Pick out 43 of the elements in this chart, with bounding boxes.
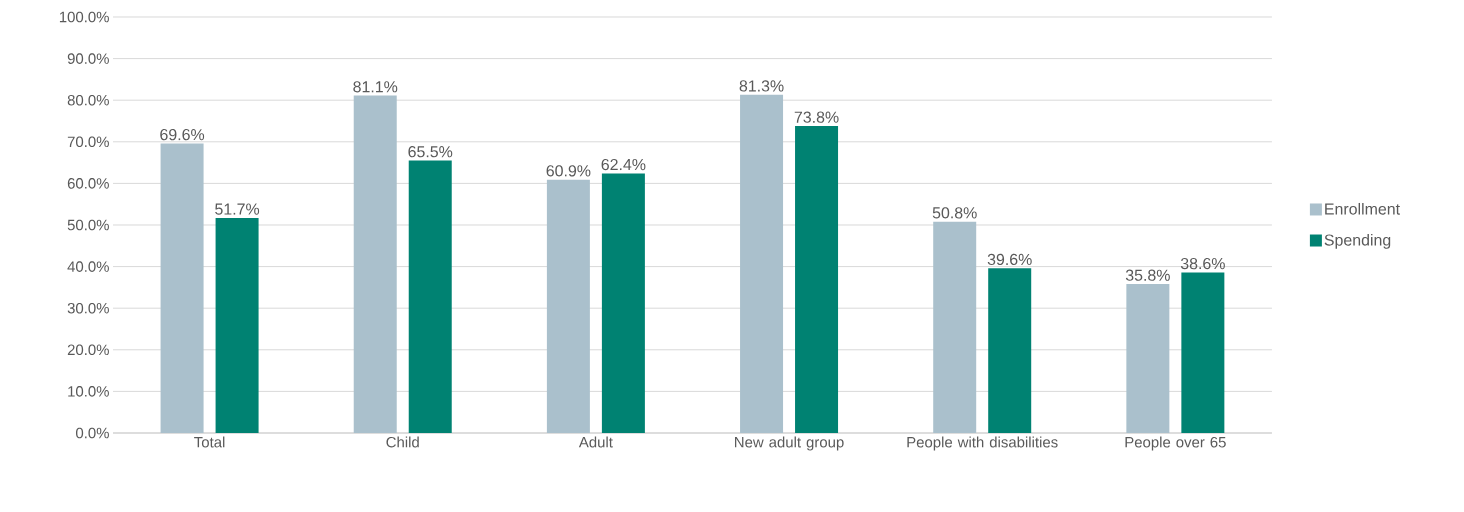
data-label: 65.5%	[408, 146, 453, 158]
x-tick-label: People with disabilities	[907, 436, 1058, 451]
data-label: 62.4%	[601, 158, 646, 171]
legend-label: Spending	[1324, 233, 1391, 249]
y-tick-label: 80.0%	[67, 94, 109, 106]
data-label: 81.1%	[353, 81, 398, 93]
data-label: 60.9%	[546, 165, 591, 177]
bar	[408, 160, 452, 433]
bar	[1126, 284, 1170, 433]
x-tick-label: People over 65	[1125, 436, 1226, 451]
bar	[740, 94, 784, 433]
bar	[933, 221, 977, 433]
x-tick-label: Adult	[578, 436, 613, 448]
data-label: 73.8%	[794, 111, 839, 123]
bar	[215, 217, 259, 433]
y-tick-label: 70.0%	[67, 136, 109, 148]
x-tick-label: Child	[386, 436, 419, 448]
y-tick-label: 40.0%	[67, 261, 109, 272]
bar	[353, 95, 397, 433]
bar	[601, 173, 645, 433]
data-label: 51.7%	[215, 203, 260, 215]
data-label: 39.6%	[987, 253, 1032, 266]
data-label: 50.8%	[932, 207, 977, 219]
y-tick-label: 10.0%	[68, 386, 109, 397]
bar	[546, 179, 590, 433]
y-tick-label: 20.0%	[67, 344, 109, 356]
bar	[160, 143, 204, 433]
bar	[1181, 272, 1225, 433]
y-tick-label: 100.0%	[59, 11, 109, 23]
data-label: 81.3%	[739, 80, 784, 92]
y-tick-label: 30.0%	[67, 302, 109, 314]
legend-label: Enrollment	[1325, 202, 1400, 215]
y-tick-label: 90.0%	[67, 53, 109, 64]
y-tick-label: 0.0%	[76, 427, 109, 439]
y-tick-label: 50.0%	[67, 219, 109, 231]
data-label: 35.8%	[1125, 269, 1170, 281]
data-label: 69.6%	[160, 128, 205, 141]
x-tick-label: New adult group	[735, 436, 844, 451]
y-tick-label: 60.0%	[67, 178, 109, 189]
bar	[988, 268, 1032, 433]
data-label: 38.6%	[1180, 257, 1225, 270]
bar	[795, 125, 839, 433]
x-tick-label: Total	[194, 436, 225, 448]
